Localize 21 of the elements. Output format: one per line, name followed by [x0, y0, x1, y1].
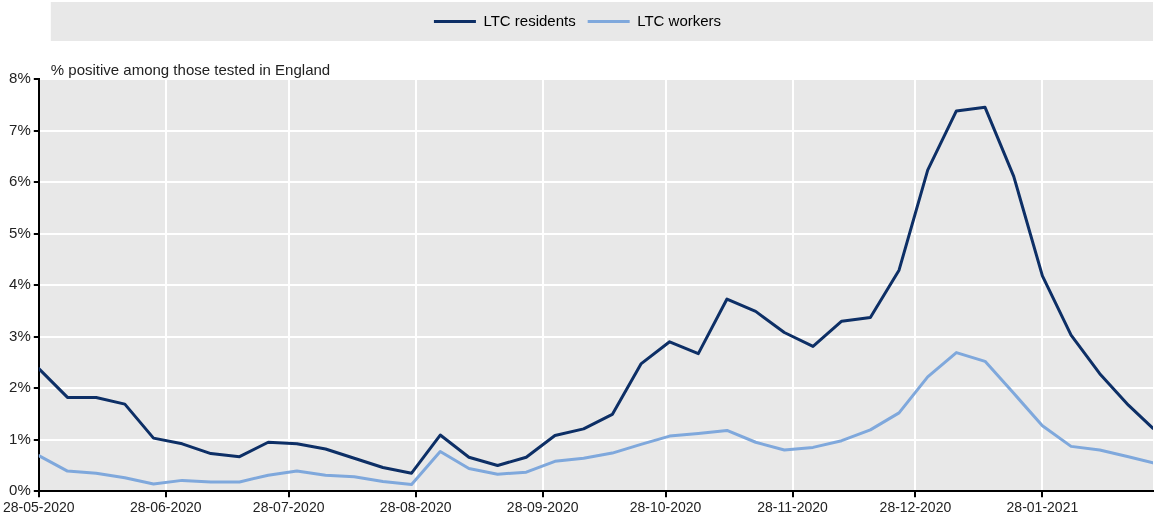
y-tick-label: 7% — [9, 120, 31, 138]
x-tick-label: 28-12-2020 — [879, 499, 952, 516]
x-tick-label: 28-01-2021 — [1006, 499, 1079, 516]
y-tick-label: 0% — [9, 481, 31, 499]
y-tick-label: 1% — [9, 429, 31, 447]
y-tick-label: 6% — [9, 172, 31, 190]
y-tick-label: 3% — [9, 326, 31, 344]
y-tick-label: 8% — [9, 69, 31, 87]
y-tick-label: 5% — [9, 223, 31, 241]
x-tick-label: 28-10-2020 — [629, 499, 702, 516]
x-tick-label: 28-09-2020 — [506, 499, 579, 516]
y-axis-title: % positive among those tested in England — [50, 60, 331, 78]
x-tick-label: 28-06-2020 — [129, 499, 202, 516]
y-tick-label: 2% — [9, 378, 31, 396]
legend-label: LTC residents — [483, 11, 576, 29]
x-tick-label: 28-07-2020 — [252, 499, 325, 516]
legend-label: LTC workers — [637, 11, 722, 29]
x-tick-label: 28-05-2020 — [2, 499, 75, 516]
y-tick-label: 4% — [9, 275, 31, 293]
x-tick-label: 28-11-2020 — [757, 499, 829, 516]
x-tick-label: 28-08-2020 — [379, 499, 452, 516]
